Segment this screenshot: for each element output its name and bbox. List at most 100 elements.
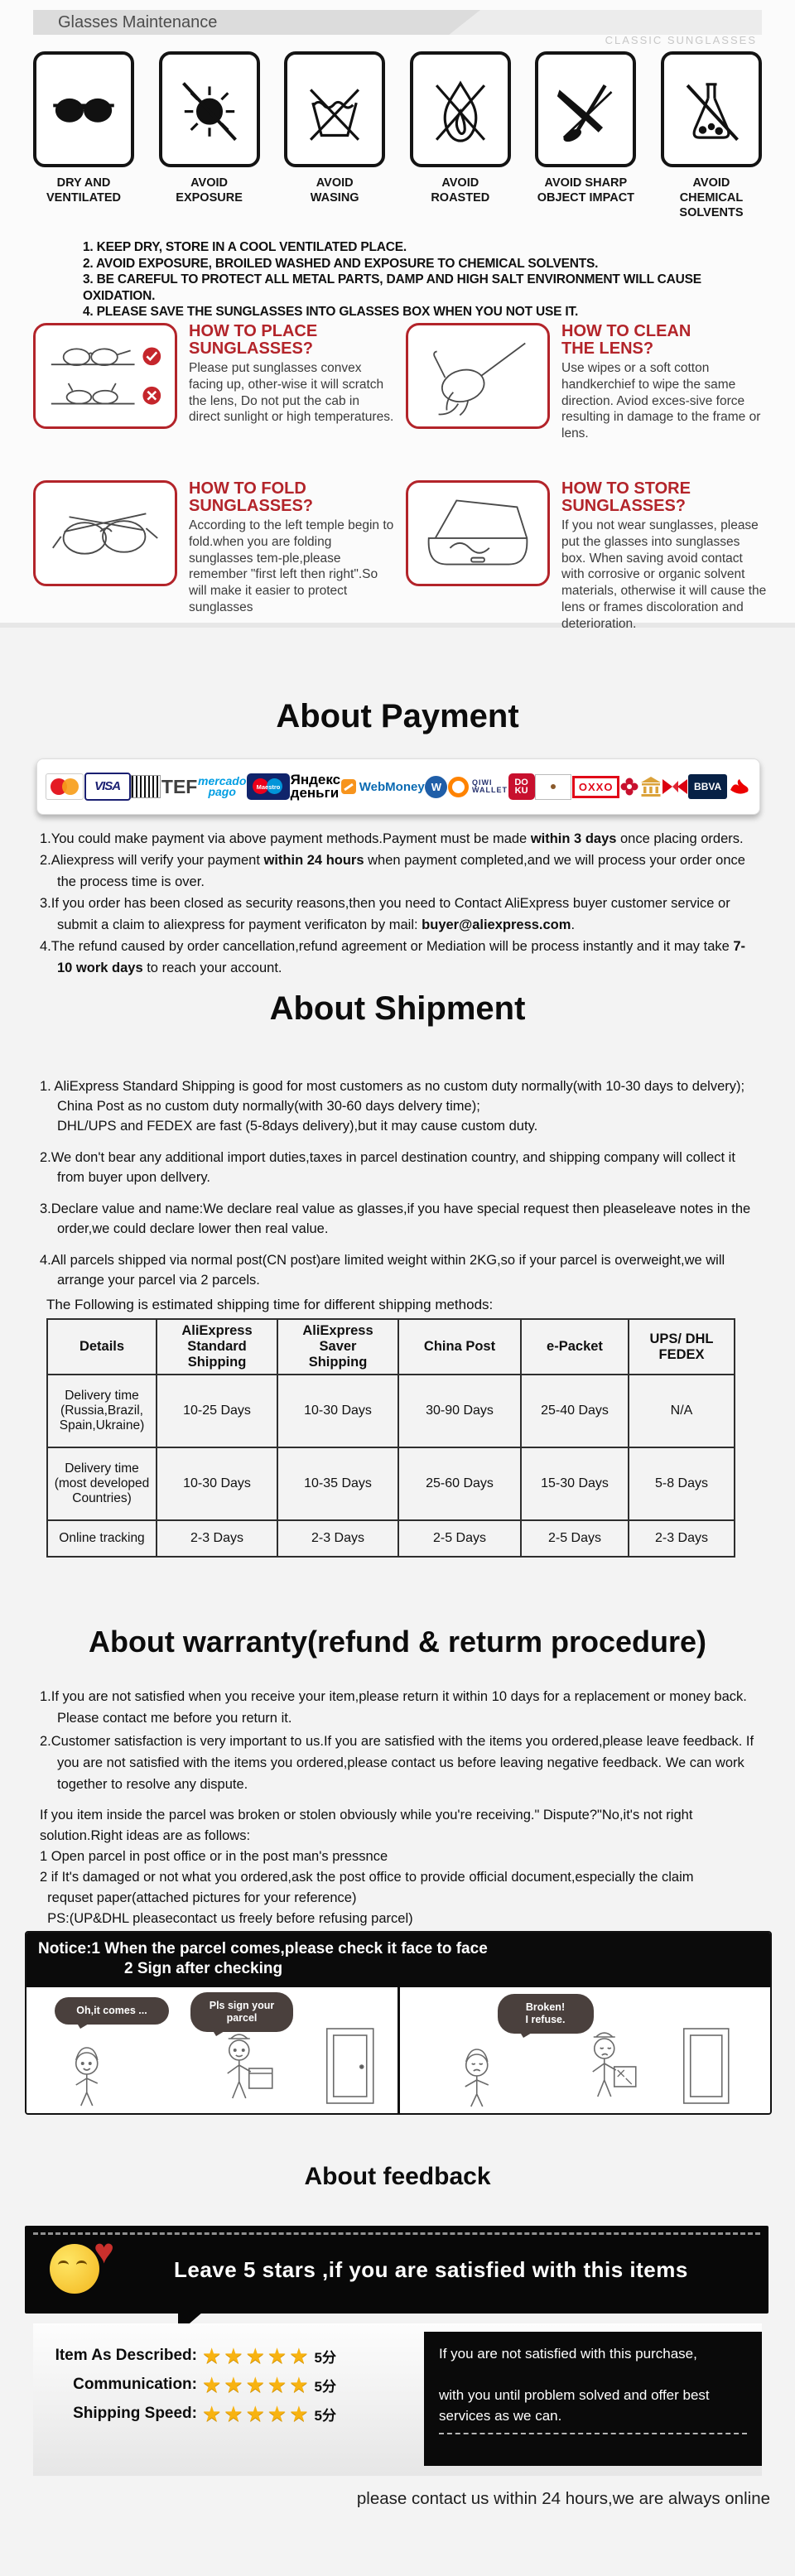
rating-score: 5分 [314,2349,337,2366]
rating-row: Item As Described: ★★★★★ 5分 [33,2345,407,2367]
rating-label: Item As Described: [55,2347,197,2364]
bbva-icon: BBVA [688,774,728,799]
care-item-dry: DRY AND VENTILATED [33,51,134,220]
feedback-heading: About feedback [304,2163,491,2190]
howto-title: HOW TO STORE SUNGLASSES? [561,479,691,515]
table-cell: 2-3 Days [628,1519,735,1558]
shipment-term: 4.All parcels shipped via normal post(CN… [40,1253,725,1288]
speech-bubble: Broken! I refuse. [497,1994,594,2034]
payment-heading: About Payment [276,698,519,734]
contact-note: please contact us within 24 hours,we are… [356,2489,770,2508]
table-cell: 2-3 Days [156,1519,278,1558]
payment-terms-list: 1.You could make payment via above payme… [40,828,759,979]
howto-store: HOW TO STORE SUNGLASSES? If you not wear… [406,480,770,633]
table-cell: 10-25 Days [156,1374,278,1448]
no-sun-icon [158,51,260,167]
howto-title: HOW TO PLACE SUNGLASSES? [189,322,318,358]
qiwi-wallet-icon: QIWI WALLET [447,776,508,797]
shipment-term: 2.We don't bear any additional import du… [40,1150,735,1185]
table-header-row: Details AliExpress Standard Shipping Ali… [46,1318,735,1375]
mastercard-icon [46,773,84,800]
rating-score: 5分 [314,2378,337,2395]
shipment-term: 3.Declare value and name:We declare real… [40,1201,751,1236]
howto-fold: HOW TO FOLD SUNGLASSES? According to the… [33,480,406,633]
hsbc-icon [662,779,688,794]
smiley-heart-icon: ♥ [50,2234,114,2297]
table-cell: 5-8 Days [628,1447,735,1521]
clean-lens-sketch [406,323,550,429]
care-label: DRY AND VENTILATED [46,176,121,205]
col-header: AliExpress Standard Shipping [156,1318,278,1375]
howto-place: HOW TO PLACE SUNGLASSES? Please put sung… [33,323,406,474]
shipment-heading: About Shipment [269,990,526,1027]
care-label: AVOID WASING [310,176,359,205]
care-rule: 3. BE CAREFUL TO PROTECT ALL METAL PARTS… [83,272,701,303]
care-label: AVOID CHEMICAL SOLVENTS [679,176,744,220]
star-rating-icons: ★★★★★ [202,2401,311,2426]
care-item-chemical: AVOID CHEMICAL SOLVENTS [660,51,762,220]
fold-sunglasses-sketch [33,480,177,586]
payment-term: 3.If you order has been closed as securi… [40,896,730,932]
table-cell: N/A [628,1374,735,1448]
webmoney-square-icon [340,779,356,794]
care-rule: 1. KEEP DRY, STORE IN A COOL VENTILATED … [83,240,407,254]
dispute-instructions: If you item inside the parcel was broken… [40,1808,694,1926]
rating-label: Shipping Speed: [73,2405,197,2422]
table-cell: 10-30 Days [156,1447,278,1521]
shipment-term: 1. AliExpress Standard Shipping is good … [40,1079,745,1134]
howto-body: Please put sunglasses convex facing up, … [189,361,394,425]
rating-label: Communication: [73,2376,197,2393]
place-sunglasses-sketch [33,323,177,429]
mexico-flag-icon [535,773,572,800]
webmoney-icon: WebMoney [340,779,425,794]
table-row: Delivery time (most developed Countries)… [46,1447,735,1521]
payment-term: 2.Aliexpress will verify your payment wi… [40,853,745,889]
payment-term: 1.You could make payment via above payme… [40,831,744,846]
warranty-term: 1.If you are not satisfied when you rece… [40,1689,747,1726]
banamex-flower-icon [620,778,638,796]
table-cell: 25-60 Days [398,1447,522,1521]
table-cell: 30-90 Days [398,1374,522,1448]
rating-score: 5分 [314,2407,337,2424]
doku-icon: DO KU [508,773,535,800]
star-rating-icons: ★★★★★ [202,2372,311,2397]
no-chemical-icon [660,51,762,167]
shipping-time-table: Details AliExpress Standard Shipping Ali… [46,1318,735,1558]
banner-text: Leave 5 stars ,if you are satisfied with… [174,2257,688,2282]
tef-icon: TEF [161,775,198,797]
sunglasses-icon [33,51,134,167]
notice-bar: Notice:1 When the parcel comes,please ch… [26,1933,770,1987]
table-cell: Delivery time (Russia,Brazil, Spain,Ukra… [46,1374,157,1448]
boleto-barcode-icon [131,775,161,798]
col-header: Details [46,1318,157,1375]
comic-panel-refuse: Broken! I refuse. [397,1987,771,2113]
yandex-money-icon: Яндекс деньги [290,771,341,801]
table-cell: 10-30 Days [277,1374,399,1448]
care-rule: 2. AVOID EXPOSURE, BROILED WASHED AND EX… [83,256,599,271]
care-rule: 4. PLEASE SAVE THE SUNGLASSES INTO GLASS… [83,305,579,319]
warranty-heading: About warranty(refund & returm procedure… [88,1625,707,1659]
care-label: AVOID ROASTED [431,176,490,205]
star-rating-icons: ★★★★★ [202,2343,311,2368]
table-cell: 15-30 Days [520,1447,629,1521]
santander-flame-icon [728,778,751,795]
shipment-terms-list: 1. AliExpress Standard Shipping is good … [40,1076,759,1302]
howto-title: HOW TO FOLD SUNGLASSES? [189,479,314,515]
speech-bubble: Pls sign your parcel [190,1992,293,2032]
table-row: Online tracking 2-3 Days 2-3 Days 2-5 Da… [46,1519,735,1558]
care-item-sharp: AVOID SHARP OBJECT IMPACT [535,51,637,220]
howto-grid: HOW TO PLACE SUNGLASSES? Please put sung… [33,323,770,633]
table-cell: Online tracking [46,1519,157,1558]
bank-transfer-icon [639,776,662,797]
section-title: Glasses Maintenance [58,13,218,31]
comic-panel-sign: Oh,it comes ... Pls sign your parcel [26,1987,398,2113]
notice-line-2: 2 Sign after checking [124,1960,283,1977]
oxxo-icon: OXXO [571,775,620,798]
table-row: Delivery time (Russia,Brazil, Spain,Ukra… [46,1374,735,1448]
rating-row: Communication: ★★★★★ 5分 [33,2374,407,2395]
dashed-divider [439,2433,747,2434]
table-cell: 2-5 Days [520,1519,629,1558]
table-cell: Delivery time (most developed Countries) [46,1447,157,1521]
table-cell: 25-40 Days [520,1374,629,1448]
care-rules-list: 1. KEEP DRY, STORE IN A COOL VENTILATED … [83,239,770,320]
